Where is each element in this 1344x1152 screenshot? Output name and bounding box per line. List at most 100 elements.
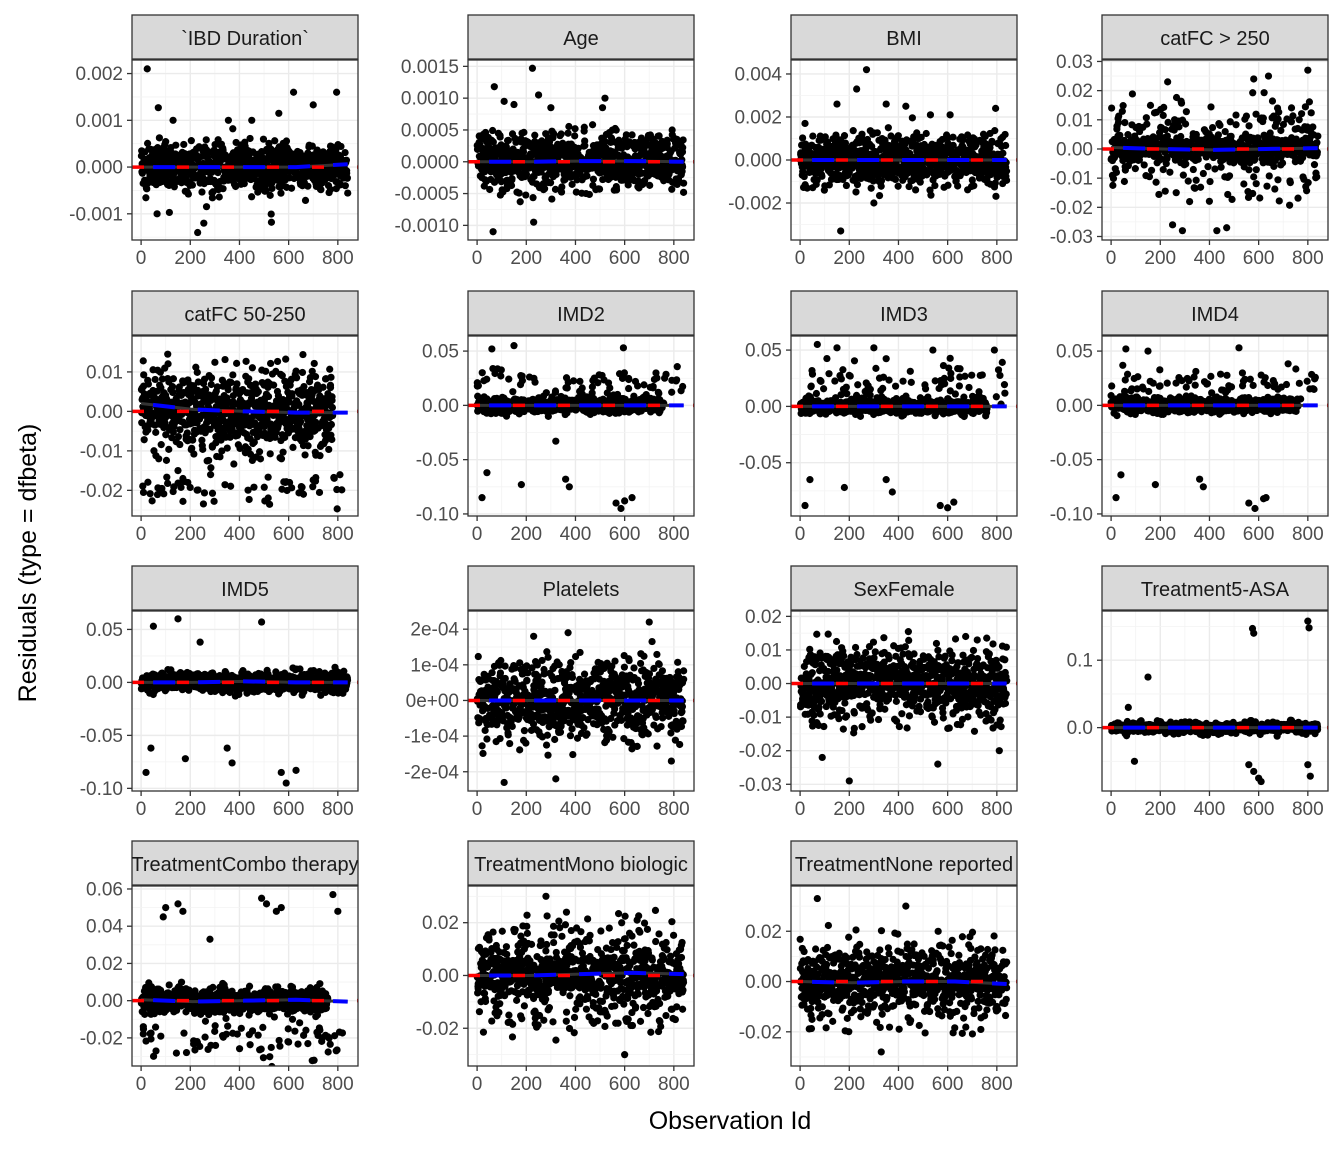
fit-lines [132, 162, 358, 170]
outlier-point [1223, 224, 1231, 232]
data-point [841, 139, 850, 147]
data-point [153, 490, 162, 499]
data-point [1206, 177, 1214, 186]
data-point [531, 131, 539, 139]
data-point [271, 137, 279, 145]
data-point [519, 148, 528, 156]
outlier-point [154, 104, 162, 112]
outlier-point [926, 111, 935, 119]
data-point [1304, 179, 1312, 187]
data-point [199, 445, 207, 453]
data-point [162, 456, 171, 464]
data-point [250, 438, 258, 446]
data-point [342, 156, 351, 164]
data-point [215, 193, 223, 201]
data-point [1294, 194, 1302, 202]
data-point [887, 132, 895, 140]
data-point [180, 140, 188, 149]
data-point [264, 392, 273, 401]
data-point [328, 396, 336, 404]
outlier-point [510, 100, 518, 109]
data-point [1116, 131, 1124, 139]
outlier-point [309, 101, 317, 109]
data-point [580, 127, 588, 135]
data-point [1274, 176, 1282, 184]
data-point [1194, 155, 1202, 163]
y-tick-label: -0.01 [1050, 169, 1093, 190]
y-tick-label: 0.002 [734, 107, 782, 128]
data-point [1121, 118, 1129, 127]
facet-strip-label: catFC 50-250 [184, 304, 305, 326]
data-point [1146, 101, 1155, 109]
data-point [282, 137, 291, 145]
data-point [179, 497, 187, 505]
data-point [949, 133, 957, 141]
data-points [137, 65, 352, 237]
data-point [279, 448, 287, 456]
data-point [1109, 181, 1117, 189]
data-point [991, 179, 999, 187]
data-point [341, 182, 349, 190]
y-tick-label: 0.0000 [401, 152, 459, 173]
data-point [1166, 168, 1174, 176]
data-point [273, 357, 282, 366]
data-point [1310, 161, 1319, 169]
data-point [488, 126, 497, 135]
data-point [1155, 190, 1163, 199]
data-point [244, 486, 252, 494]
data-point [176, 440, 184, 449]
data-point [292, 367, 300, 375]
data-point [1252, 180, 1260, 188]
data-point [1240, 180, 1248, 188]
data-point [1275, 108, 1283, 116]
x-tick-label: 200 [174, 248, 206, 269]
data-point [568, 180, 576, 188]
data-point [248, 364, 256, 372]
data-point [1159, 111, 1167, 120]
data-point [1263, 182, 1271, 190]
data-point [508, 175, 516, 183]
data-point [198, 188, 206, 196]
data-point [891, 175, 900, 184]
data-point [1232, 111, 1240, 119]
data-point [161, 419, 169, 427]
data-point [1265, 172, 1273, 180]
data-point [1164, 118, 1172, 127]
data-point [529, 194, 537, 202]
data-points [137, 350, 346, 513]
data-point [202, 136, 210, 144]
data-point [312, 418, 320, 426]
data-point [1119, 102, 1127, 110]
data-point [1271, 185, 1279, 193]
data-point [1301, 103, 1309, 111]
data-point [832, 131, 840, 139]
facet-strip-label: IMD2 [557, 304, 605, 326]
data-point [1001, 130, 1009, 139]
data-point [169, 388, 177, 397]
y-tick-label: -0.0010 [395, 216, 459, 237]
outlier-point [1168, 221, 1177, 229]
data-point [267, 210, 275, 218]
data-point [184, 190, 192, 198]
data-point [612, 126, 620, 134]
data-point [1271, 156, 1279, 165]
x-tick-label: 0 [472, 248, 483, 269]
data-point [164, 350, 172, 358]
data-point [233, 359, 241, 367]
data-point [571, 125, 579, 133]
data-point [333, 505, 341, 513]
facet-strip [467, 290, 695, 336]
x-tick-label: 200 [1144, 248, 1176, 269]
data-point [1252, 110, 1260, 118]
panel-border [131, 59, 359, 241]
data-point [157, 441, 165, 449]
data-point [218, 447, 226, 455]
data-point [164, 360, 172, 368]
x-tick-label: 400 [1194, 248, 1226, 269]
data-point [1002, 176, 1011, 184]
outlier-point [1304, 66, 1312, 74]
data-point [1295, 116, 1303, 124]
y-tick-label: -0.02 [80, 481, 123, 502]
